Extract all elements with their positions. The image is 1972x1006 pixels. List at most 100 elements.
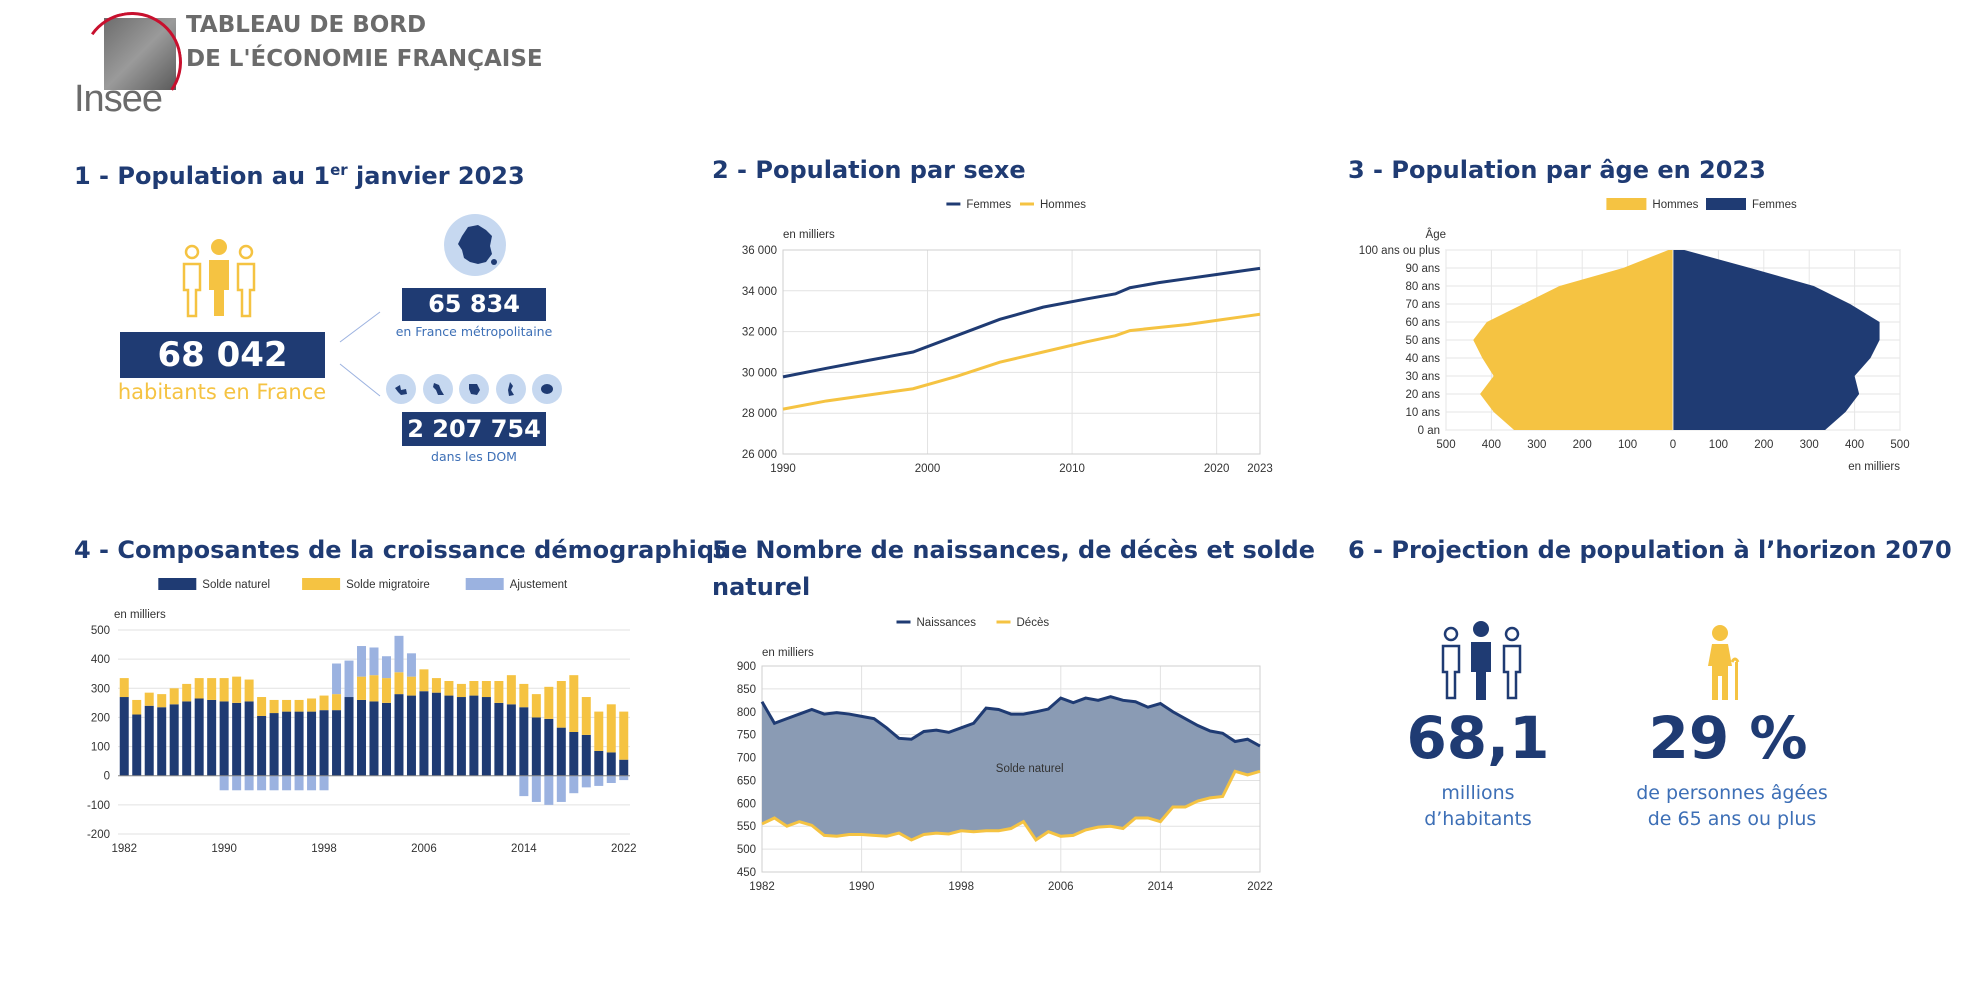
age-tick-label: 10 ans xyxy=(1405,407,1440,419)
y-tick-label: 650 xyxy=(737,775,756,787)
legend-label-1: Solde migratoire xyxy=(346,579,430,591)
legend-swatch-1 xyxy=(302,578,341,590)
x-tick-label: 1982 xyxy=(749,881,775,893)
x-tick-label: 1998 xyxy=(311,843,337,855)
bar-2-2004 xyxy=(394,635,404,673)
bar-2-2017 xyxy=(556,775,566,802)
y-tick-label: 32 000 xyxy=(742,327,777,339)
solde-naturel-annotation: Solde naturel xyxy=(996,763,1064,775)
bar-0-1995 xyxy=(282,711,292,776)
bar-1-2017 xyxy=(556,681,566,728)
x-tick-label: 2000 xyxy=(915,463,941,475)
section6-title: 6 - Projection de population à l’horizon… xyxy=(1348,536,1952,564)
bar-0-2006 xyxy=(419,691,429,776)
bar-0-1997 xyxy=(307,711,317,776)
martinique-icon xyxy=(422,374,453,404)
age-tick-label: 0 an xyxy=(1418,425,1440,437)
bar-1-1995 xyxy=(282,699,292,712)
section1-title: 1 - Population au 1er janvier 2023 xyxy=(74,152,525,195)
bar-2-2000 xyxy=(344,660,354,698)
y-tick-label: 30 000 xyxy=(742,367,777,379)
section4-title: 4 - Composantes de la croissance démogra… xyxy=(74,536,748,564)
bar-0-1984 xyxy=(144,705,154,776)
bar-1-2010 xyxy=(469,681,479,696)
bar-1-1992 xyxy=(244,679,254,702)
y-tick-label: -100 xyxy=(87,800,110,812)
bar-2-1995 xyxy=(282,775,292,791)
chart-population-par-sexe: Femmes Hommes en milliers 26 000 28 000 30 00… xyxy=(742,199,1273,475)
bar-0-1986 xyxy=(169,704,179,776)
bar-0-1985 xyxy=(157,707,167,776)
people-icon xyxy=(182,239,256,318)
bar-1-1987 xyxy=(182,683,192,702)
bar-2-1991 xyxy=(232,775,242,791)
x-tick-label: 1990 xyxy=(211,843,237,855)
dom-population-label: dans les DOM xyxy=(431,449,517,464)
age-axis-label: Âge xyxy=(1426,228,1446,241)
unit-label: en milliers xyxy=(1848,461,1900,473)
bar-2-2016 xyxy=(544,775,554,805)
section5-title-line1: 5 - Nombre de naissances, de décès et so… xyxy=(712,536,1316,564)
series-line-naissances xyxy=(760,695,1261,748)
bar-1-1985 xyxy=(157,694,167,708)
x-tick-label: 2020 xyxy=(1204,463,1230,475)
legend-label-1: Femmes xyxy=(1752,199,1797,211)
bar-0-2016 xyxy=(544,718,554,776)
age-tick-label: 40 ans xyxy=(1405,353,1440,365)
y-tick-label: 450 xyxy=(737,867,756,879)
bar-1-2019 xyxy=(581,697,591,735)
bar-0-2022 xyxy=(619,759,629,776)
x-tick-label: 2006 xyxy=(1048,881,1074,893)
x-tick-label: 2023 xyxy=(1247,463,1273,475)
legend-label-0: Hommes xyxy=(1652,199,1698,211)
bar-1-1988 xyxy=(194,678,204,699)
bar-2-2005 xyxy=(406,653,416,677)
x-tick-label: 1982 xyxy=(111,843,137,855)
metro-population-label: en France métropolitaine xyxy=(395,324,553,339)
bar-2-1997 xyxy=(307,775,317,791)
bar-1-1986 xyxy=(169,688,179,705)
bar-1-1991 xyxy=(232,676,242,703)
legend-label-1: Décès xyxy=(1017,617,1050,629)
bar-1-1983 xyxy=(132,699,142,715)
legend-swatch-1 xyxy=(1706,198,1746,210)
x-tick-label: 2006 xyxy=(411,843,437,855)
bar-0-1993 xyxy=(257,715,267,776)
reunion-icon xyxy=(532,374,562,404)
bar-1-2012 xyxy=(494,681,504,703)
y-tick-label: 400 xyxy=(91,654,110,666)
insee-logo[interactable]: Insee xyxy=(74,4,190,120)
bar-2-2014 xyxy=(519,775,529,797)
bar-1-1984 xyxy=(144,692,154,706)
people-navy-icon xyxy=(1441,621,1522,700)
section3-title: 3 - Population par âge en 2023 xyxy=(1348,156,1766,184)
projection-population-label-line1: millions xyxy=(1441,782,1515,804)
bar-0-2001 xyxy=(357,699,367,776)
dashboard-title-line2: DE L'ÉCONOMIE FRANÇAISE xyxy=(186,46,543,72)
section1-title-post: janvier 2023 xyxy=(347,162,525,190)
y-tick-label: 750 xyxy=(737,730,756,742)
section1-title-pre: 1 - Population au 1 xyxy=(74,162,331,190)
bar-1-2006 xyxy=(419,669,429,692)
y-tick-label: 36 000 xyxy=(742,245,777,257)
y-tick-label: 500 xyxy=(737,844,756,856)
elderly-share-value: 29 % xyxy=(1648,704,1808,772)
legend-label-1: Hommes xyxy=(1040,199,1086,211)
bar-1-2022 xyxy=(619,711,629,760)
bar-0-1998 xyxy=(319,710,329,776)
x-tick-label: 2014 xyxy=(1148,881,1174,893)
bar-0-1991 xyxy=(232,702,242,776)
bar-0-1988 xyxy=(194,698,204,776)
bar-2-2018 xyxy=(569,775,579,794)
bar-1-1989 xyxy=(207,678,217,700)
y-tick-label: 850 xyxy=(737,684,756,696)
bar-1-1997 xyxy=(307,698,317,712)
chart-composantes-croissance: Solde naturel Solde migratoire Ajustement e… xyxy=(87,578,637,855)
y-tick-label: -200 xyxy=(87,829,110,841)
bar-1-2002 xyxy=(369,675,379,702)
bar-2-2015 xyxy=(531,775,541,802)
x-tick-label: 1990 xyxy=(770,463,796,475)
chart-naissances-deces: Naissances Décès en milliers 450 500 550 600 65… xyxy=(737,617,1273,893)
x-tick-label: 500 xyxy=(1436,439,1455,451)
guyane-icon xyxy=(459,374,489,404)
